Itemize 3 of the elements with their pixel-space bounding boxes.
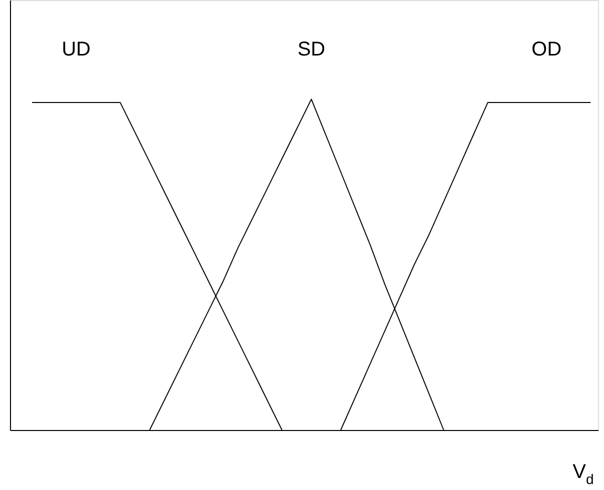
text: OD [532, 38, 562, 61]
text: SD [297, 38, 326, 61]
text: UD [62, 38, 91, 61]
